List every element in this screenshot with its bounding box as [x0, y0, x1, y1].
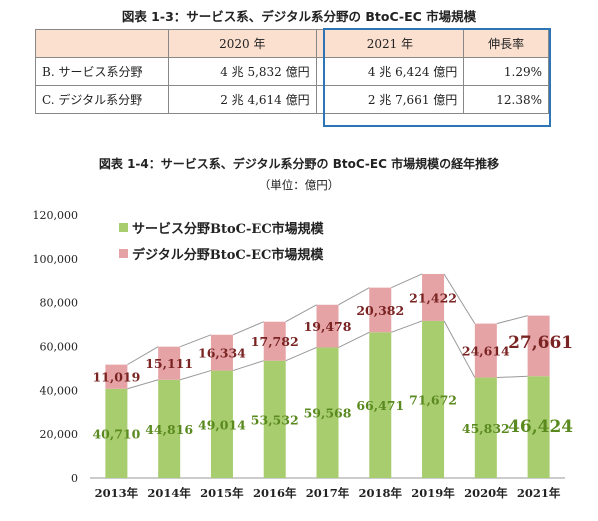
y-tick-label: 0: [71, 472, 78, 485]
table-cell: B. サービス系分野: [35, 57, 169, 86]
bar-digital: [527, 315, 550, 377]
connector-line-service: [180, 370, 212, 381]
data-label-digital: 21,422: [409, 290, 457, 305]
bar-service: [105, 388, 128, 478]
legend-label: デジタル分野BtoC-EC市場規模: [132, 247, 324, 263]
table-header-row: 2020 年 2021 年 伸長率: [35, 29, 549, 58]
data-label-service: 46,424: [508, 417, 573, 437]
data-label-digital: 17,782: [251, 334, 299, 349]
stacked-bar-chart: 0 20,000 40,000 60,000 80,000 100,000 120,000 4…: [33, 209, 574, 500]
data-label-service: 71,672: [409, 392, 457, 407]
data-label-digital: 15,111: [145, 356, 193, 371]
y-tick-label: 40,000: [40, 384, 79, 397]
bar-service: [369, 332, 392, 478]
legend-swatch: [119, 249, 128, 258]
table-header-cell: 2021 年: [315, 29, 465, 58]
table-cell: 4 兆 6,424 億円: [315, 57, 465, 86]
table-cell: 2 兆 4,614 億円: [168, 85, 317, 114]
bar-digital: [316, 304, 339, 348]
x-tick-label: 2013年: [95, 486, 139, 500]
bar-service: [316, 347, 339, 478]
bar-service: [263, 360, 286, 478]
x-tick-label: 2014年: [147, 486, 191, 500]
connector-line-total: [285, 304, 317, 323]
table-row: B. サービス系分野 4 兆 5,832 億円 4 兆 6,424 億円 1.2…: [35, 57, 549, 86]
chart-title: 図表 1-4：サービス系、デジタル系分野の BtoC-EC 市場規模の経年推移: [98, 157, 500, 171]
table-cell: 12.38%: [463, 85, 549, 114]
connector-line-total: [338, 287, 370, 306]
table-row: C. デジタル系分野 2 兆 4,614 億円 2 兆 7,661 億円 12.…: [35, 85, 549, 114]
connector-line-service: [338, 331, 370, 348]
data-label-service: 66,471: [356, 398, 404, 413]
data-label-service: 49,014: [198, 417, 246, 432]
connector-line-total: [443, 273, 476, 324]
market-size-table: 2020 年 2021 年 伸長率 B. サービス系分野 4 兆 5,832 億…: [35, 29, 549, 114]
connector-line-service: [127, 379, 159, 390]
bar-digital: [422, 273, 445, 321]
x-tick-label: 2020年: [464, 486, 508, 500]
bar-service: [210, 370, 233, 478]
connector-line-total: [179, 334, 212, 348]
table-header-cell: [35, 29, 169, 58]
y-tick-label: 80,000: [40, 297, 79, 310]
connector-line-service: [443, 320, 476, 378]
data-label-service: 59,568: [304, 406, 352, 421]
data-label-digital: 11,019: [92, 370, 140, 385]
data-label-service: 45,832: [462, 421, 510, 436]
x-tick-label: 2015年: [200, 486, 244, 500]
bar-digital: [210, 334, 233, 371]
data-label-digital: 20,382: [356, 303, 404, 318]
data-label-digital: 16,334: [198, 346, 246, 361]
connector-line-service: [496, 375, 528, 379]
x-tick-label: 2019年: [411, 486, 455, 500]
bar-digital: [263, 321, 286, 361]
connector-line-total: [391, 273, 423, 289]
y-tick-label: 20,000: [40, 428, 79, 441]
connector-line-total: [127, 346, 159, 366]
bar-service: [422, 320, 445, 478]
bar-digital: [474, 323, 497, 378]
connector-line-total: [496, 315, 528, 325]
bar-service: [474, 377, 497, 478]
table-cell: 4 兆 5,832 億円: [168, 57, 317, 86]
bar-digital: [369, 287, 392, 333]
table-title: 図表 1-3：サービス系、デジタル系分野の BtoC-EC 市場規模: [121, 9, 477, 24]
y-tick-label: 60,000: [40, 341, 79, 354]
x-tick-label: 2018年: [359, 486, 403, 500]
data-label-digital: 24,614: [462, 344, 510, 359]
bar-service: [158, 379, 181, 478]
connector-line-total: [232, 321, 264, 336]
table-header-cell: 2020 年: [168, 29, 317, 58]
connector-line-service: [285, 346, 317, 362]
data-label-service: 53,532: [251, 412, 299, 427]
chart-unit: （単位：億円）: [258, 178, 340, 192]
y-tick-label: 120,000: [33, 209, 79, 222]
bar-digital: [158, 346, 181, 380]
y-tick-label: 100,000: [33, 253, 79, 266]
data-label-digital: 27,661: [508, 333, 573, 353]
data-label-service: 40,710: [92, 426, 140, 441]
bar-digital: [105, 364, 128, 389]
x-tick-label: 2021年: [517, 486, 561, 500]
table-cell: C. デジタル系分野: [35, 85, 169, 114]
data-label-service: 44,816: [145, 422, 193, 437]
data-label-digital: 19,478: [304, 319, 352, 334]
bar-service: [527, 376, 550, 478]
connector-line-service: [232, 360, 264, 372]
connector-line-service: [391, 320, 423, 333]
legend-swatch: [119, 223, 128, 232]
table-cell: 2 兆 7,661 億円: [315, 85, 465, 114]
table-cell: 1.29%: [463, 57, 549, 86]
legend-label: サービス分野BtoC-EC市場規模: [132, 221, 325, 237]
table-header-cell: 伸長率: [463, 29, 549, 58]
x-tick-label: 2017年: [306, 486, 350, 500]
x-tick-label: 2016年: [253, 486, 297, 500]
